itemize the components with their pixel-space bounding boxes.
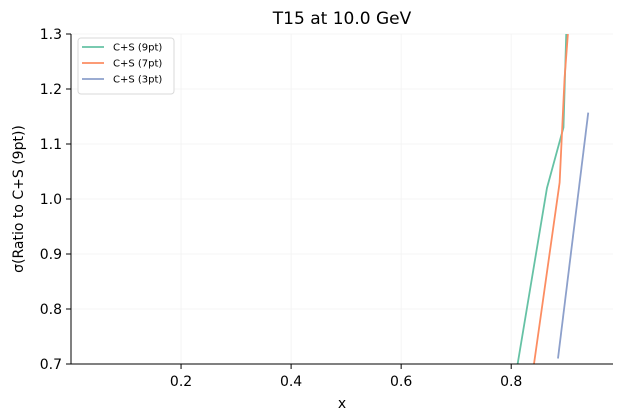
y-tick-label: 1.0	[40, 192, 62, 208]
x-tick-label: 0.2	[170, 374, 192, 390]
series-lines	[516, 34, 590, 364]
y-tick-label: 1.1	[40, 137, 62, 153]
legend-box	[77, 37, 175, 95]
x-tick-label: 0.4	[280, 374, 302, 390]
series-line-1	[533, 34, 569, 364]
tick-marks: 0.2 0.4 0.6 0.8 0.7 0.8 0.9 1.0 1.1 1.2 1.3	[40, 27, 523, 390]
y-tick-label: 0.8	[40, 302, 62, 318]
legend-label-1: C+S (7pt)	[113, 59, 162, 70]
legend-label-2: C+S (3pt)	[113, 75, 162, 86]
y-axis-label: σ(Ratio to C+S (9pt))	[11, 125, 27, 273]
y-tick-label: 0.7	[40, 357, 62, 373]
series-line-0	[516, 34, 568, 364]
y-tick-label: 1.2	[40, 82, 62, 98]
x-tick-label: 0.6	[390, 374, 412, 390]
legend: C+S (9pt) C+S (7pt) C+S (3pt)	[77, 37, 175, 95]
series-line-2	[557, 112, 590, 359]
chart-title: T15 at 10.0 GeV	[272, 9, 412, 29]
x-axis-label: x	[338, 396, 346, 412]
x-tick-label: 0.8	[500, 374, 522, 390]
legend-label-0: C+S (9pt)	[113, 43, 162, 54]
y-tick-label: 1.3	[40, 27, 62, 43]
y-tick-label: 0.9	[40, 247, 62, 263]
